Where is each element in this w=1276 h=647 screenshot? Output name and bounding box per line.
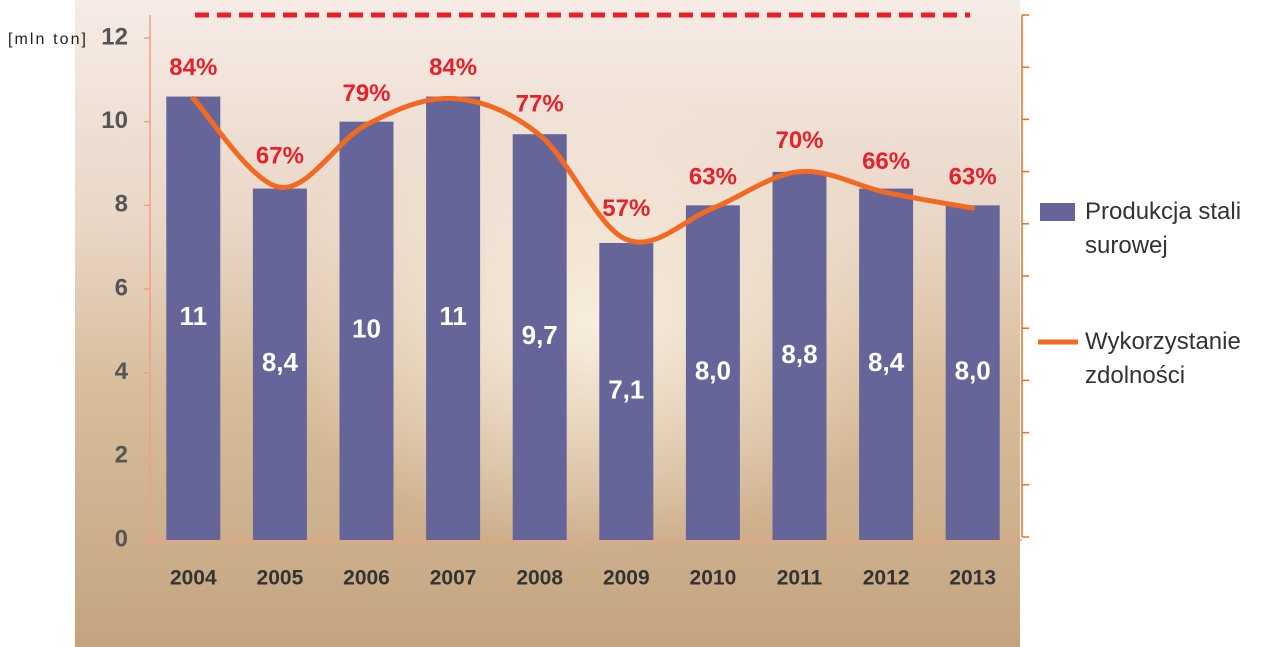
bar — [426, 96, 481, 541]
line-value-label: 63% — [689, 163, 737, 190]
line-value-label: 70% — [775, 127, 823, 154]
y-tick-label: 0 — [115, 525, 128, 552]
bar-value-label: 8,0 — [955, 356, 991, 386]
bar-value-label: 8,4 — [262, 347, 299, 377]
line-value-label: 63% — [949, 163, 997, 190]
bar-value-label: 8,8 — [781, 339, 817, 369]
bar — [512, 134, 567, 540]
bar — [945, 205, 1000, 541]
x-tick-label: 2007 — [430, 567, 477, 590]
x-tick-label: 2011 — [777, 567, 823, 590]
bar — [599, 242, 654, 540]
line-value-label: 77% — [516, 90, 564, 117]
line-value-label: 57% — [602, 195, 650, 222]
bar-value-label: 7,1 — [608, 374, 644, 404]
y-tick-label: 6 — [115, 274, 128, 301]
line-value-label: 66% — [862, 148, 910, 175]
x-tick-label: 2013 — [949, 567, 996, 590]
x-tick-label: 2012 — [863, 567, 910, 590]
bar-value-label: 9,7 — [522, 320, 558, 350]
line-value-label: 84% — [169, 54, 217, 81]
y-unit-label: [mln ton] — [8, 31, 86, 48]
bar — [166, 96, 221, 541]
y-tick-label: 2 — [115, 442, 128, 469]
x-tick-label: 2010 — [690, 567, 737, 590]
bar-value-label: 10 — [352, 314, 381, 344]
capacity-line — [190, 95, 976, 245]
bar-value-label: 11 — [180, 301, 208, 331]
line-value-label: 79% — [342, 80, 390, 107]
legend-label: Wykorzystanie zdolności — [1085, 328, 1241, 389]
x-tick-label: 2006 — [343, 567, 390, 590]
line-value-label: 67% — [256, 143, 304, 170]
legend-swatch — [1040, 203, 1075, 221]
bar — [685, 205, 740, 541]
legend-label: Produkcja stali surowej — [1085, 198, 1242, 259]
x-tick-label: 2008 — [516, 567, 563, 590]
bar — [252, 188, 307, 540]
bar-value-label: 8,0 — [695, 356, 731, 386]
x-tick-label: 2004 — [170, 567, 217, 590]
bar — [772, 171, 827, 540]
line-value-label: 84% — [429, 54, 477, 81]
y-tick-label: 8 — [115, 191, 128, 218]
x-tick-label: 2009 — [603, 567, 650, 590]
bar — [339, 121, 394, 541]
y-tick-label: 4 — [115, 358, 129, 385]
bar — [859, 188, 914, 540]
bar-value-label: 8,4 — [868, 347, 905, 377]
y-tick-label: 12 — [101, 23, 128, 50]
y-tick-label: 10 — [101, 107, 128, 134]
x-tick-label: 2005 — [257, 567, 304, 590]
bar-value-label: 11 — [439, 301, 467, 331]
